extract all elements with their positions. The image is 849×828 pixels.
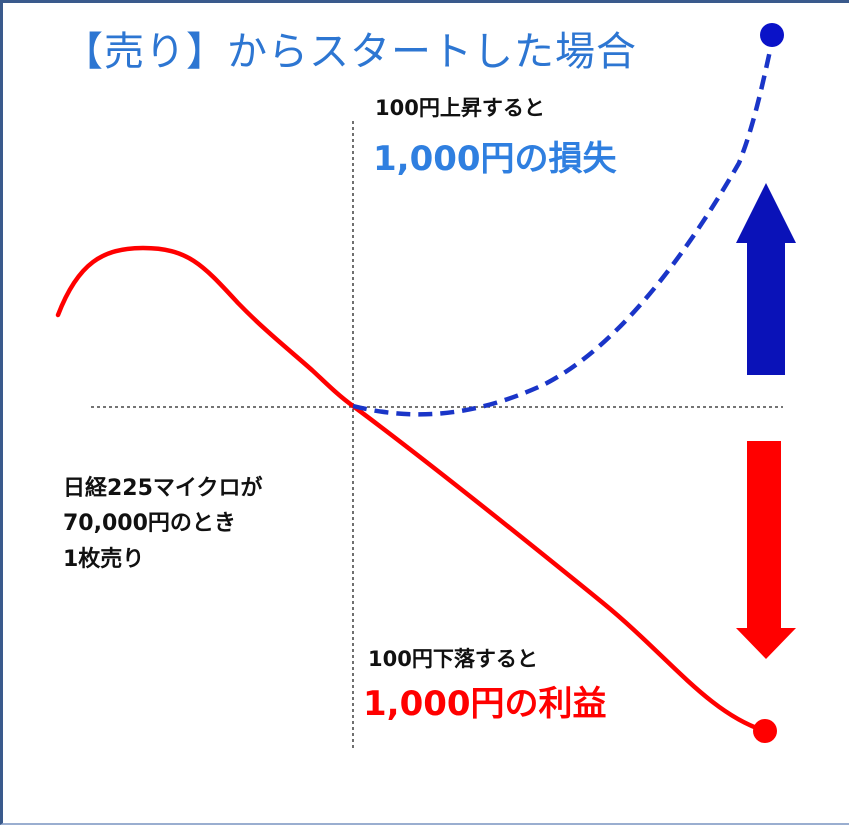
- position-note-line3: 1枚売り: [63, 546, 144, 572]
- profit-price-path: [55, 245, 768, 734]
- profit-result-label: 1,000円の利益: [363, 684, 607, 724]
- rise-arrow-icon: [736, 183, 796, 375]
- diagram-canvas: 【売り】からスタートした場合 100円上昇すると 1,000円の損失 100円下…: [55, 23, 796, 748]
- diagram-title: 【売り】からスタートした場合: [63, 29, 637, 75]
- loss-end-point: [760, 23, 784, 47]
- fall-arrow-icon: [736, 441, 796, 659]
- loss-result-label: 1,000円の損失: [373, 139, 618, 179]
- fall-condition-label: 100円下落すると: [368, 647, 538, 671]
- profit-end-point: [753, 719, 777, 743]
- rise-condition-label: 100円上昇すると: [375, 96, 545, 120]
- loss-price-path: [352, 36, 776, 417]
- position-note-line1: 日経225マイクロが: [63, 475, 262, 501]
- position-note-line2: 70,000円のとき: [63, 511, 236, 536]
